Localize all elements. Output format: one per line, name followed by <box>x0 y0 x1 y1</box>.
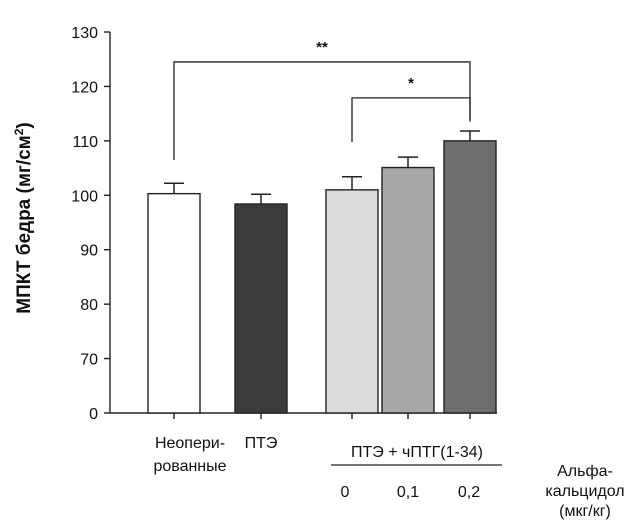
y-axis-label-superscript: 2 <box>12 128 26 135</box>
bar <box>381 166 435 414</box>
significance-bracket <box>351 97 471 142</box>
bar <box>443 140 497 414</box>
y-tick-label: 100 <box>71 188 98 205</box>
group-label: ПТЭ + чПТГ(1-34) <box>351 444 483 461</box>
dose-title: кальцидол <box>545 483 624 500</box>
y-axis-label-main: МПКТ бедра (мг/см <box>14 135 35 313</box>
dose-title: (мкг/кг) <box>559 503 611 520</box>
y-axis-label: МПКТ бедра (мг/см2) <box>12 122 35 313</box>
significance-label: * <box>408 75 414 92</box>
y-tick-label: 90 <box>80 243 98 260</box>
y-tick-label: 80 <box>80 297 98 314</box>
dose-value-label: 0,2 <box>458 484 480 501</box>
y-tick-label: 70 <box>80 352 98 369</box>
y-tick-label: 110 <box>72 134 98 151</box>
labels: 130 120 110 100 90 80 70 0 Неопери-рованные ПТЭ ПТ… <box>71 25 624 520</box>
y-tick-label: 0 <box>89 406 98 423</box>
dose-value-label: 0 <box>341 484 350 501</box>
dose-title: Альфа- <box>557 463 613 480</box>
y-axis-label-end: ) <box>14 122 35 128</box>
significance-label: ** <box>316 39 328 56</box>
bars <box>147 130 497 414</box>
y-tick-label: 130 <box>71 25 98 42</box>
bar <box>147 192 201 414</box>
y-tick-label: 120 <box>71 79 98 96</box>
category-label: ПТЭ <box>245 435 278 452</box>
dose-value-label: 0,1 <box>397 484 419 501</box>
category-label: рованные <box>153 458 226 475</box>
significance-bracket <box>173 61 471 160</box>
bar <box>325 189 379 414</box>
significance-brackets: *** <box>173 39 471 160</box>
bar <box>234 203 288 414</box>
category-label: Неопери- <box>155 435 225 452</box>
